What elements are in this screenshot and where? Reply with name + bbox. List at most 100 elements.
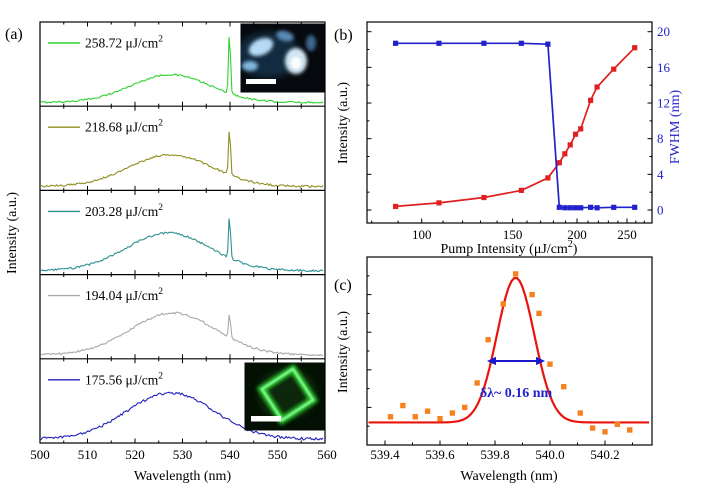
panel-b-intensity-marker xyxy=(436,200,442,206)
panel-b-intensity-marker xyxy=(632,45,638,51)
panel-c-y-axis-label: Intensity (a.u.) xyxy=(336,311,351,393)
spectrum-curve-2 xyxy=(40,218,324,273)
panel-c-scatter-point xyxy=(400,402,406,409)
legend-label-0-main: 258.72 μJ/cm xyxy=(85,36,159,51)
panel-c-ticks xyxy=(367,256,633,446)
panel-c-scatter-point xyxy=(589,425,596,431)
panel-a-x-tick-550: 550 xyxy=(268,447,288,462)
panel-c-scatter-point xyxy=(614,421,621,428)
panel-b-right-y-axis-label: FWHM (nm) xyxy=(668,90,683,165)
panel-b-fwhm-marker xyxy=(588,204,594,210)
panel-a-y-axis-label: Intensity (a.u.) xyxy=(5,192,20,274)
arrow-head-right xyxy=(536,356,546,366)
legend-label-2: 203.28 μJ/cm2 xyxy=(85,203,163,219)
panel-b-right-tick-12: 12 xyxy=(657,96,670,111)
panel-c-fwhm-arrow xyxy=(487,356,546,366)
inset-lasing-blob xyxy=(306,35,316,51)
spectrum-curve-3 xyxy=(40,311,324,357)
panel-c-scatter-point xyxy=(424,408,431,414)
panel-b-fwhm-marker xyxy=(578,205,584,211)
panel-c-tag: (c) xyxy=(334,277,352,294)
panel-c-x-tick-539.6: 539.6 xyxy=(425,447,455,462)
inset-lasing-scalebar xyxy=(246,79,276,84)
panel-b-right-tick-4: 4 xyxy=(657,167,664,182)
panel-b-intensity-marker xyxy=(588,97,594,103)
panel-b-fwhm-marker xyxy=(556,204,562,210)
panel-b-intensity-marker xyxy=(545,175,551,181)
panel-c-scatter-point xyxy=(474,380,480,386)
legend-label-1-main: 218.68 μJ/cm xyxy=(85,120,159,135)
panel-b-fwhm-marker xyxy=(611,204,617,210)
panel-a-x-tick-540: 540 xyxy=(220,447,240,462)
panel-c-gaussian-fit xyxy=(368,276,649,424)
panel-c-scatter-point xyxy=(512,271,519,277)
panel-b-right-tick-0: 0 xyxy=(657,203,664,218)
panel-a-ticks xyxy=(63,22,302,443)
panel-b-left-y-axis-label: Intensity (a.u.) xyxy=(336,82,351,164)
panel-a-x-tick-560: 560 xyxy=(317,447,337,462)
panel-b-border xyxy=(366,21,653,224)
panel-b-x-tick-100: 100 xyxy=(412,227,432,242)
panel-a-x-tick-530: 530 xyxy=(173,447,193,462)
panel-b-fwhm-marker xyxy=(567,205,573,211)
legend-label-0: 258.72 μJ/cm2 xyxy=(85,35,163,51)
legend-label-1: 218.68 μJ/cm2 xyxy=(85,119,163,135)
panel-a-x-tick-510: 510 xyxy=(78,447,98,462)
legend-label-4-main: 175.56 μJ/cm xyxy=(85,372,159,387)
chart-graphics xyxy=(39,21,653,446)
panel-b-ticks xyxy=(367,31,652,223)
inset-lasing-blob xyxy=(248,37,274,57)
legend-label-3-sup: 2 xyxy=(158,287,163,297)
panel-a-plot xyxy=(39,21,326,444)
panel-a-x-tick-520: 520 xyxy=(125,447,145,462)
panel-b-x-tick-200: 200 xyxy=(567,227,587,242)
panel-c-scatter-point xyxy=(412,414,418,420)
panel-c-border xyxy=(366,256,653,446)
panel-b-right-tick-20: 20 xyxy=(657,24,670,39)
panel-c-scatter-point xyxy=(437,415,443,422)
panel-b-intensity-marker xyxy=(392,203,399,210)
panel-c-scatter-point xyxy=(627,427,633,433)
panel-c-x-tick-539.8: 539.8 xyxy=(480,447,509,462)
panel-c-scatter-point xyxy=(449,410,456,416)
legend-label-4-sup: 2 xyxy=(158,371,163,381)
inset-lasing-micrograph xyxy=(240,23,325,93)
panel-c-scatter-point xyxy=(529,291,535,298)
panel-c-scatter-point xyxy=(387,414,394,420)
panel-c-x-axis-label: Wavelength (nm) xyxy=(460,469,558,484)
legend-label-3: 194.04 μJ/cm2 xyxy=(85,287,163,303)
panel-c-scatter-point xyxy=(602,429,608,435)
panel-b-x-axis-label-main: Pump Intensity (μJ/cm xyxy=(441,242,568,257)
legend-label-3-main: 194.04 μJ/cm xyxy=(85,288,159,303)
inset-square-micrograph xyxy=(244,362,325,431)
arrow-head-left xyxy=(487,356,497,366)
legend-label-1-sup: 2 xyxy=(158,119,163,129)
legend-label-2-main: 203.28 μJ/cm xyxy=(85,204,159,219)
panel-b-intensity-marker xyxy=(518,187,524,193)
panel-c-scatter-point xyxy=(485,337,491,343)
panel-b-right-tick-8: 8 xyxy=(657,131,664,146)
panel-b-x-tick-250: 250 xyxy=(617,227,637,242)
panel-b-fwhm-marker xyxy=(572,205,579,211)
inset-lasing-blob xyxy=(276,30,294,42)
panel-c-scatter-point xyxy=(500,301,506,307)
panel-c-plot xyxy=(366,256,653,446)
panel-b-intensity-marker xyxy=(481,194,487,201)
panel-c-x-tick-540.2: 540.2 xyxy=(590,447,619,462)
inset-lasing-core xyxy=(291,57,301,69)
legend-label-0-sup: 2 xyxy=(158,35,163,45)
panel-c-scatter-point xyxy=(577,410,583,416)
panel-c-x-tick-539.4: 539.4 xyxy=(370,447,400,462)
panel-c-x-tick-540.0: 540.0 xyxy=(535,447,564,462)
inset-square-scalebar xyxy=(251,416,281,422)
inset-lasing-blob xyxy=(242,61,258,71)
legend-label-4: 175.56 μJ/cm2 xyxy=(85,371,163,387)
panel-b-x-axis-label-sup: 2 xyxy=(568,239,573,250)
panel-b-intensity-marker xyxy=(567,142,573,148)
spectrum-curve-1 xyxy=(40,131,324,189)
panel-b-fwhm-marker xyxy=(436,40,442,46)
panel-b-plot xyxy=(366,21,653,224)
panel-b-fwhm-line xyxy=(395,42,635,209)
panel-b-fwhm-marker xyxy=(518,40,524,46)
